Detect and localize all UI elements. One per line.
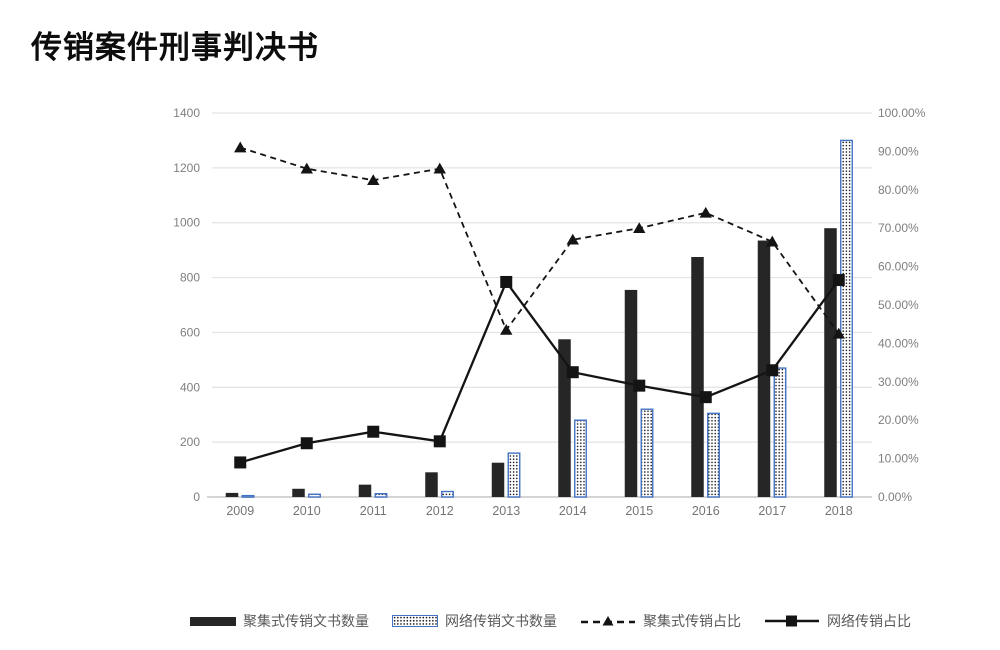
bar-cluster-2010 (292, 488, 305, 497)
bar-cluster-2017 (757, 240, 771, 498)
square-marker-2009 (234, 456, 247, 469)
triangle-marker-2016 (699, 206, 712, 218)
right-axis-tick-label: 40.00% (878, 336, 919, 350)
right-axis-tick-label: 70.00% (878, 221, 919, 235)
bar-cluster-2015 (624, 289, 638, 497)
bar-network-2016 (707, 412, 720, 498)
left-axis-tick-label: 0 (193, 490, 200, 504)
left-axis-tick-label: 800 (180, 271, 200, 285)
triangle-marker-2014 (566, 233, 579, 245)
legend-label: 网络传销占比 (827, 613, 911, 629)
x-axis-category-label: 2015 (625, 504, 653, 518)
bar-network-2017 (773, 367, 787, 498)
solid-bar-swatch-icon (190, 616, 236, 626)
triangle-marker-2009 (234, 141, 247, 153)
x-axis-category-label: 2009 (226, 504, 254, 518)
x-axis-category-label: 2014 (559, 504, 587, 518)
triangle-marker-2015 (633, 222, 646, 233)
x-axis-category-label: 2011 (360, 504, 387, 518)
square-marker-2010 (300, 437, 313, 450)
legend-item-cluster-pct: 聚集式传销占比 (580, 611, 741, 631)
left-axis-tick-label: 1000 (173, 216, 200, 230)
dotted-bar-swatch-icon (392, 615, 438, 627)
bar-network-2013 (507, 452, 521, 498)
right-axis-tick-label: 30.00% (878, 375, 919, 389)
bar-network-2011 (374, 493, 388, 498)
bar-cluster-2014 (558, 339, 571, 497)
x-axis-category-label: 2012 (426, 504, 454, 518)
x-axis-category-label: 2017 (758, 504, 786, 518)
triangle-marker-2011 (367, 174, 380, 185)
bar-cluster-2009 (225, 492, 239, 497)
x-axis-category-label: 2018 (825, 504, 853, 518)
solid-line-square-swatch-icon (765, 615, 819, 627)
square-marker-2012 (433, 435, 446, 448)
x-axis-category-label: 2013 (492, 504, 520, 518)
square-marker-2011 (367, 425, 380, 438)
legend-item-network-pct: 网络传销占比 (764, 611, 911, 631)
solid-line-network-pct (239, 279, 840, 464)
legend-item-network-docs: 网络传销文书数量 (392, 611, 557, 631)
right-axis-tick-label: 80.00% (878, 183, 919, 197)
x-axis-category-label: 2016 (692, 504, 720, 518)
bar-network-2012 (441, 490, 454, 498)
right-axis-tick-label: 100.00% (878, 106, 926, 120)
right-axis-tick-label: 20.00% (878, 413, 919, 427)
legend-label: 聚集式传销文书数量 (243, 613, 369, 629)
left-axis-tick-label: 200 (180, 435, 200, 449)
right-axis-tick-label: 10.00% (878, 452, 919, 466)
square-marker-2016 (699, 391, 712, 404)
left-axis-tick-label: 400 (180, 380, 200, 394)
page-title: 传销案件刑事判决书 (31, 30, 319, 65)
bar-cluster-2018 (824, 228, 837, 497)
bar-network-2014 (574, 419, 587, 498)
square-marker-2018 (832, 274, 845, 287)
bar-cluster-2016 (691, 257, 704, 497)
square-marker-2015 (633, 379, 646, 392)
legend: 聚集式传销文书数量 网络传销文书数量 聚集式传销占比 网络传销占比 (190, 611, 911, 631)
square-marker-2013 (500, 275, 513, 288)
legend-label: 聚集式传销占比 (643, 613, 741, 629)
x-axis-category-label: 2010 (293, 504, 321, 518)
legend-item-cluster-docs: 聚集式传销文书数量 (190, 611, 369, 631)
right-axis-tick-label: 50.00% (878, 298, 919, 312)
bar-cluster-2012 (425, 472, 438, 497)
square-marker-2014 (566, 366, 579, 379)
dashed-line-triangle-swatch-icon (581, 616, 635, 626)
right-axis-tick-label: 90.00% (878, 144, 919, 158)
left-axis-tick-label: 1200 (173, 161, 200, 175)
dashed-line-cluster-pct (239, 146, 840, 335)
triangle-marker-2017 (766, 235, 779, 247)
bar-network-2009 (241, 494, 255, 498)
bar-network-2010 (308, 493, 321, 498)
triangle-marker-2010 (300, 162, 313, 174)
bar-cluster-2013 (491, 462, 505, 497)
triangle-marker-2013 (500, 323, 513, 335)
right-axis-tick-label: 0.00% (878, 490, 912, 504)
legend-label: 网络传销文书数量 (445, 613, 557, 629)
bar-network-2015 (640, 408, 654, 498)
square-marker-2017 (766, 364, 779, 377)
left-axis-tick-label: 1400 (173, 106, 200, 120)
left-axis-tick-label: 600 (180, 325, 200, 339)
triangle-marker-2012 (433, 162, 446, 174)
right-axis-tick-label: 60.00% (878, 260, 919, 274)
bar-network-2018 (840, 139, 853, 498)
bar-cluster-2011 (358, 484, 372, 497)
triangle-marker-2018 (832, 327, 845, 339)
